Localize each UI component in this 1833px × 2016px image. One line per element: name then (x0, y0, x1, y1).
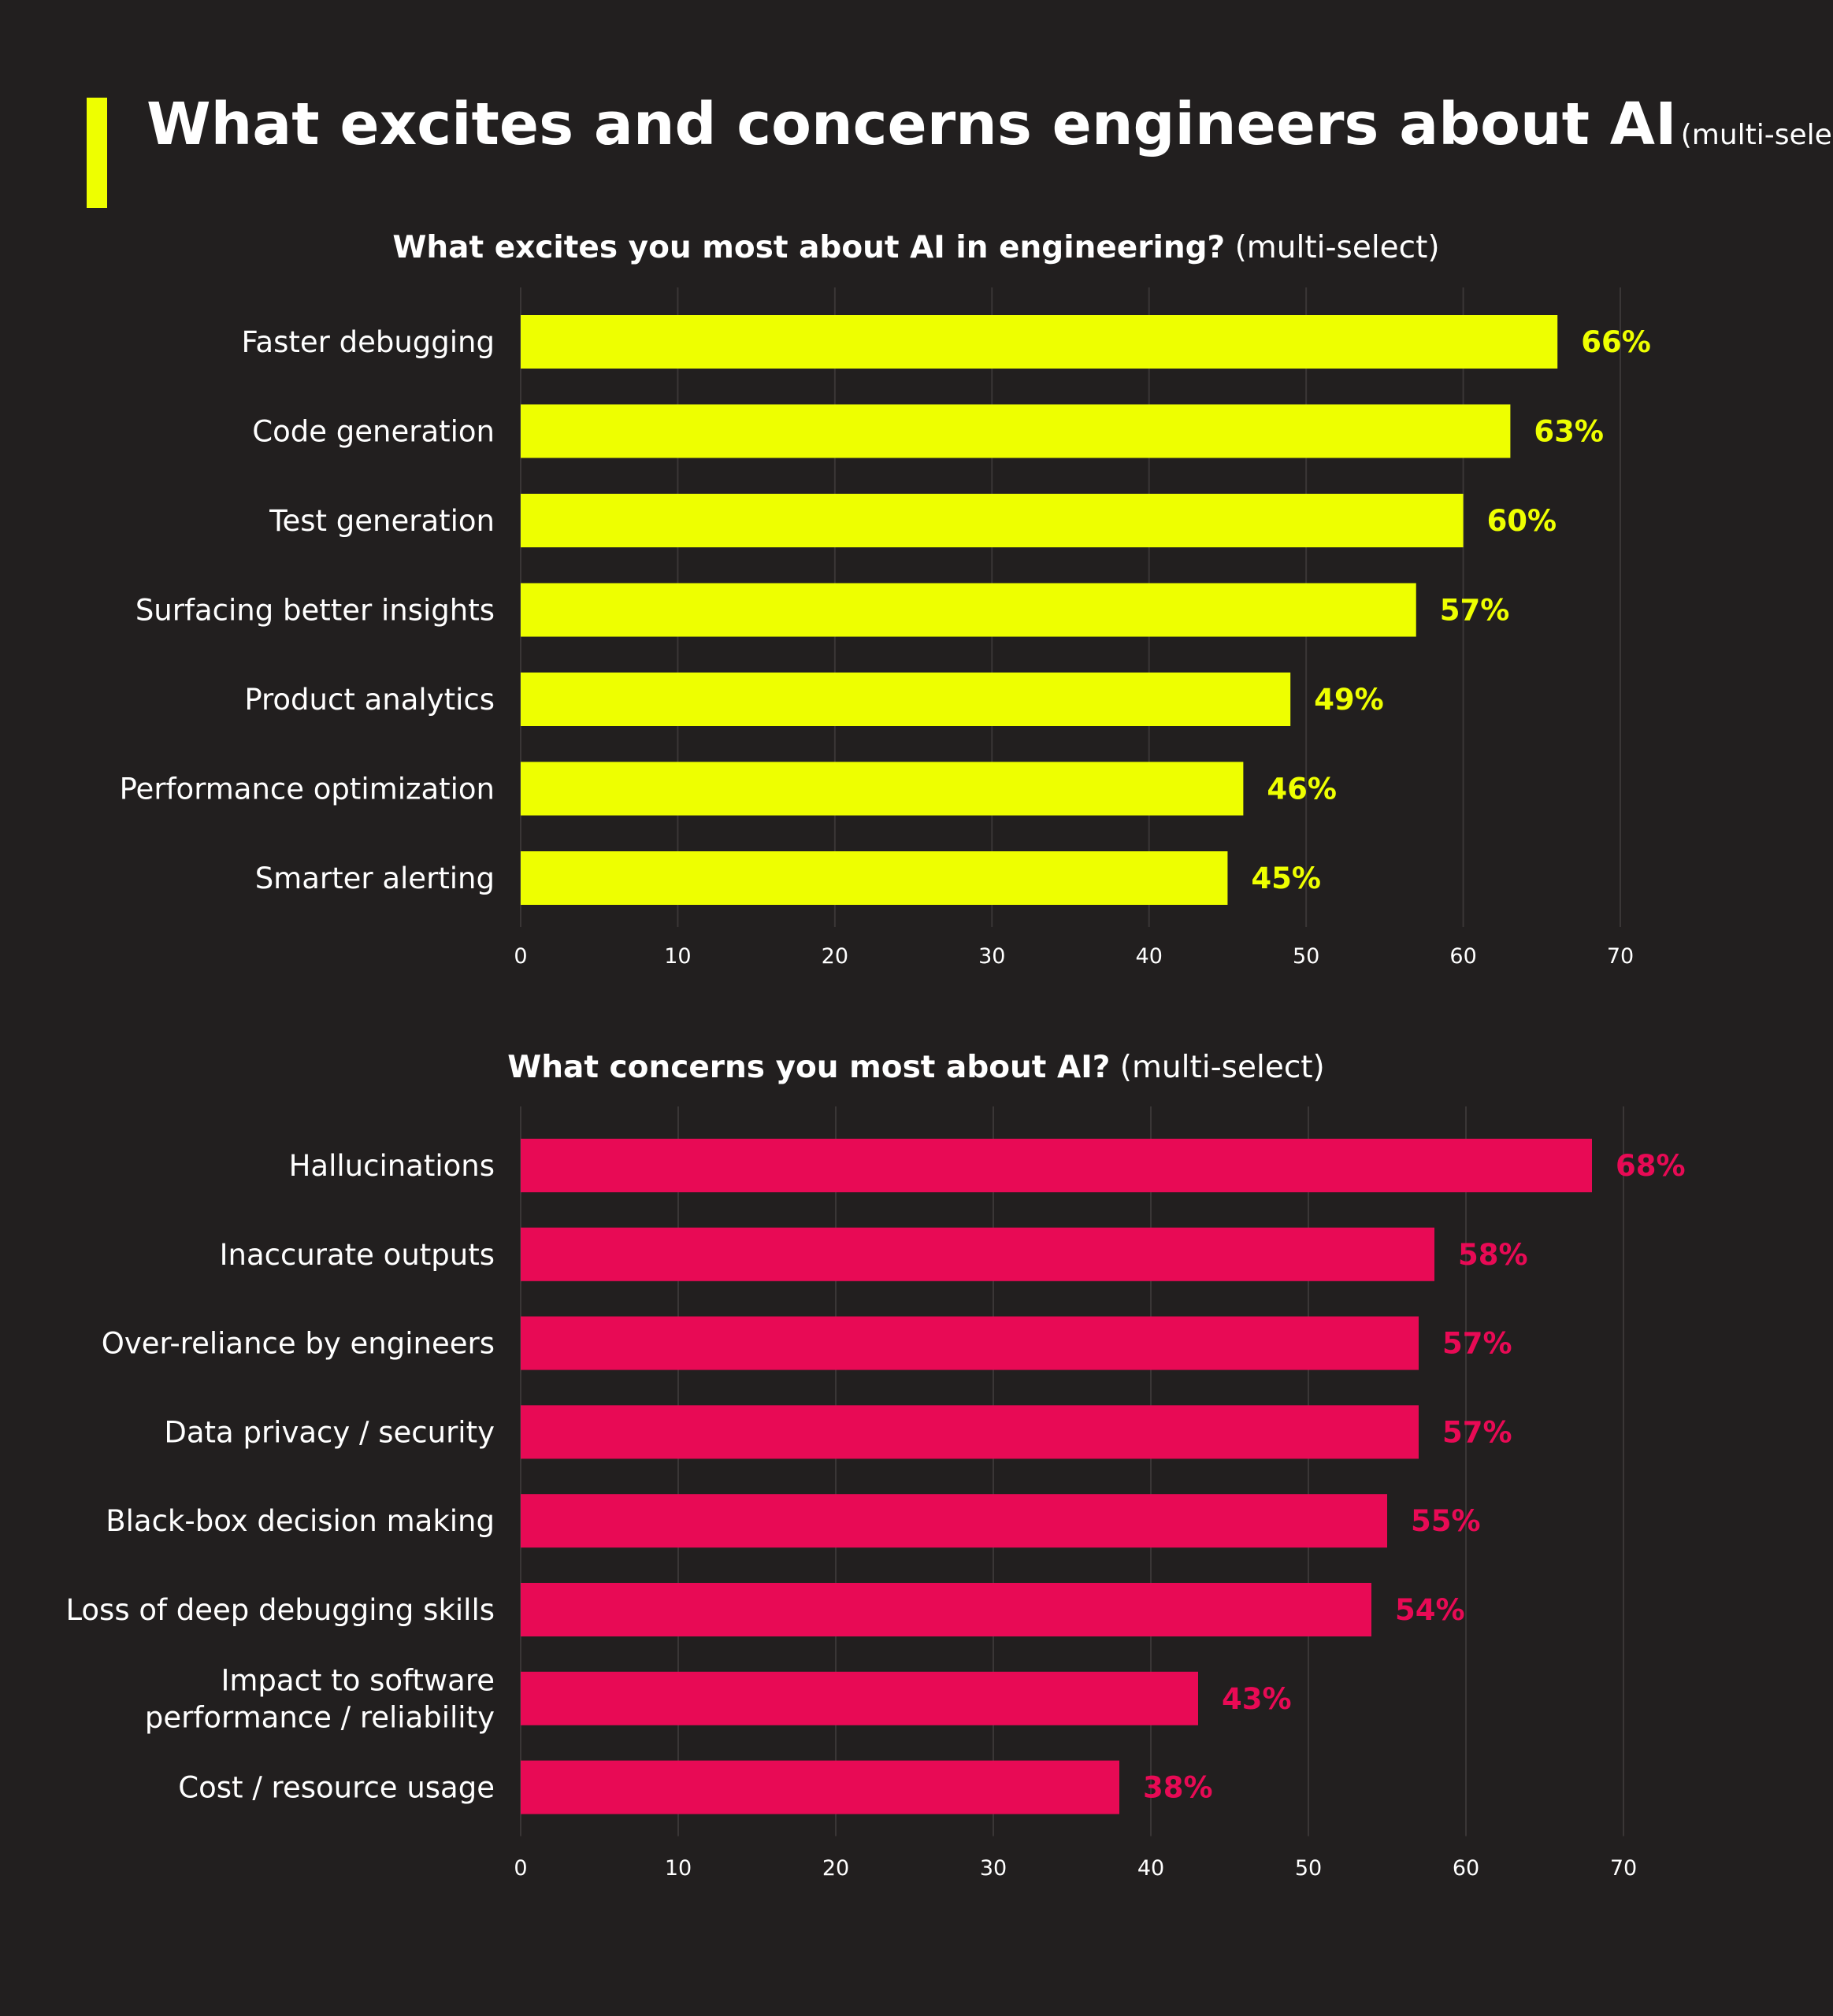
excite-bar (521, 851, 1228, 905)
excite-tick-label: 0 (514, 944, 527, 969)
excite-bar (521, 583, 1416, 637)
concern-tick-label: 30 (980, 1856, 1007, 1881)
excite-category-label: Code generation (252, 415, 495, 449)
concern-category-label: Hallucinations (289, 1149, 495, 1183)
excite-chart: What excites you most about AI in engine… (120, 230, 1651, 969)
concern-tick-label: 50 (1295, 1856, 1322, 1881)
excite-value-label: 57% (1440, 594, 1510, 628)
concern-bar (521, 1760, 1119, 1814)
excite-tick-label: 30 (978, 944, 1005, 969)
concern-category-label: Data privacy / security (164, 1415, 495, 1449)
excite-value-label: 60% (1487, 504, 1557, 538)
concern-tick-label: 70 (1610, 1856, 1637, 1881)
concern-bar (521, 1671, 1198, 1725)
concern-chart-title: What concerns you most about AI? (multi-… (507, 1050, 1325, 1085)
excite-chart-title: What excites you most about AI in engine… (392, 230, 1439, 265)
page-title: What excites and concerns engineers abou… (147, 91, 1833, 158)
page-title-note: (multi-select) (1680, 119, 1833, 151)
excite-tick-label: 40 (1136, 944, 1163, 969)
excite-chart-title-note: (multi-select) (1225, 230, 1439, 265)
excite-tick-label: 50 (1293, 944, 1319, 969)
concern-tick-label: 60 (1453, 1856, 1479, 1881)
excite-category-label: Test generation (269, 504, 495, 538)
concern-bar (521, 1227, 1434, 1281)
concern-value-label: 43% (1222, 1682, 1292, 1716)
excite-tick-label: 20 (822, 944, 848, 969)
concern-bar (521, 1139, 1592, 1192)
concern-bar (521, 1316, 1419, 1370)
concern-value-label: 57% (1442, 1415, 1512, 1449)
excite-bar (521, 315, 1558, 369)
excite-category-label: Product analytics (244, 683, 495, 717)
excite-tick-label: 10 (664, 944, 691, 969)
accent-bar (87, 98, 107, 208)
concern-category-label: Loss of deep debugging skills (65, 1593, 495, 1627)
concern-value-label: 54% (1395, 1593, 1465, 1627)
concern-category-label: Inaccurate outputs (220, 1238, 495, 1272)
concern-value-label: 38% (1143, 1771, 1213, 1805)
excite-category-label: Smarter alerting (255, 862, 495, 895)
excite-tick-label: 70 (1607, 944, 1634, 969)
concern-value-label: 58% (1458, 1238, 1528, 1272)
concern-value-label: 55% (1411, 1504, 1481, 1538)
concern-tick-label: 0 (514, 1856, 527, 1881)
concern-category-label: Over-reliance by engineers (102, 1327, 495, 1361)
excite-bar (521, 762, 1244, 816)
excite-value-label: 66% (1581, 325, 1651, 359)
concern-bar (521, 1583, 1371, 1636)
page-title-text: What excites and concerns engineers abou… (147, 91, 1677, 158)
concern-chart: What concerns you most about AI? (multi-… (65, 1050, 1685, 1881)
concern-tick-label: 20 (822, 1856, 849, 1881)
concern-bar (521, 1494, 1387, 1548)
concern-bar (521, 1405, 1419, 1459)
concern-category-label: Black-box decision making (106, 1504, 495, 1538)
excite-bar (521, 404, 1511, 458)
excite-value-label: 63% (1534, 415, 1604, 449)
concern-chart-title-main: What concerns you most about AI? (507, 1050, 1110, 1085)
excite-value-label: 46% (1267, 773, 1337, 806)
concern-tick-label: 40 (1137, 1856, 1164, 1881)
concern-tick-label: 10 (665, 1856, 692, 1881)
concern-chart-title-note: (multi-select) (1110, 1050, 1324, 1085)
excite-category-label: Performance optimization (120, 773, 495, 806)
concern-category-label: Impact to software performance / reliabil… (145, 1663, 495, 1734)
excite-bar (521, 673, 1291, 726)
concern-category-label: Cost / resource usage (178, 1771, 495, 1805)
excite-bar (521, 494, 1464, 547)
excite-tick-label: 60 (1449, 944, 1476, 969)
excite-category-label: Faster debugging (242, 325, 495, 359)
concern-value-label: 57% (1442, 1327, 1512, 1361)
excite-chart-title-main: What excites you most about AI in engine… (392, 230, 1225, 265)
concern-value-label: 68% (1616, 1149, 1686, 1183)
excite-value-label: 45% (1251, 862, 1321, 895)
excite-value-label: 49% (1314, 683, 1384, 717)
excite-category-label: Surfacing better insights (135, 594, 495, 628)
